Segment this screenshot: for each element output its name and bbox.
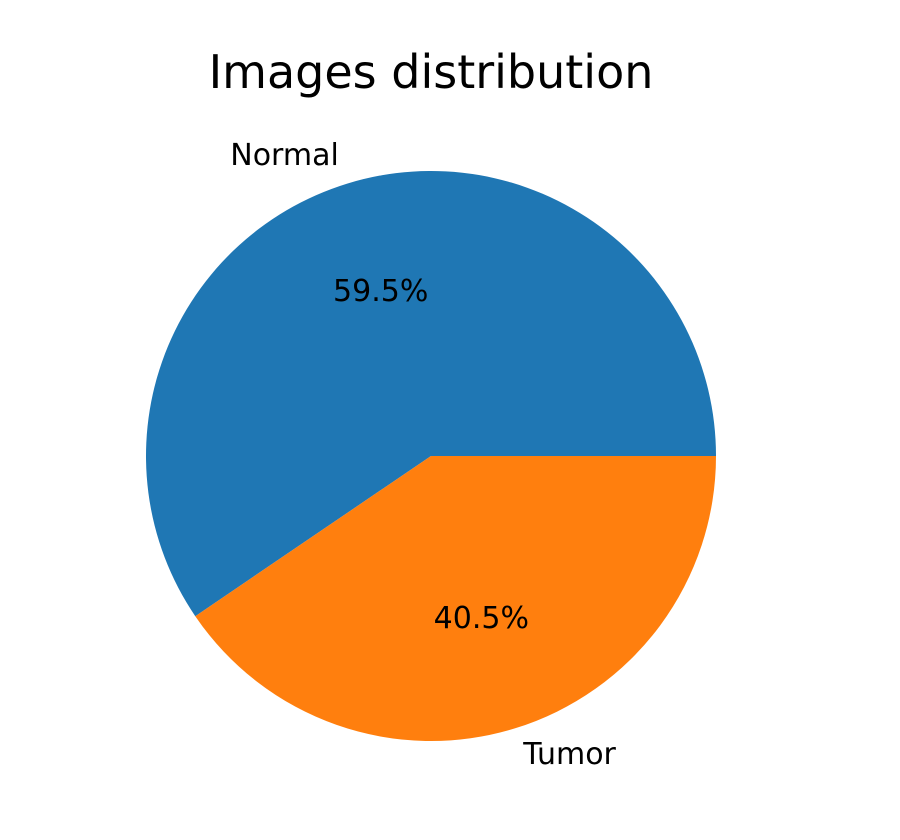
- slice-percent-tumor: 40.5%: [434, 601, 529, 636]
- slice-label-tumor: Tumor: [522, 737, 616, 772]
- slice-label-normal: Normal: [230, 138, 339, 173]
- pie-slice-normal: [145, 170, 716, 617]
- slice-percent-normal: 59.5%: [333, 274, 428, 309]
- labels-layer: Normal 59.5% Tumor 40.5%: [230, 138, 616, 772]
- pie-slice-tumor: [195, 456, 716, 741]
- slices-layer: [145, 170, 716, 741]
- chart-title: Images distribution: [209, 45, 654, 99]
